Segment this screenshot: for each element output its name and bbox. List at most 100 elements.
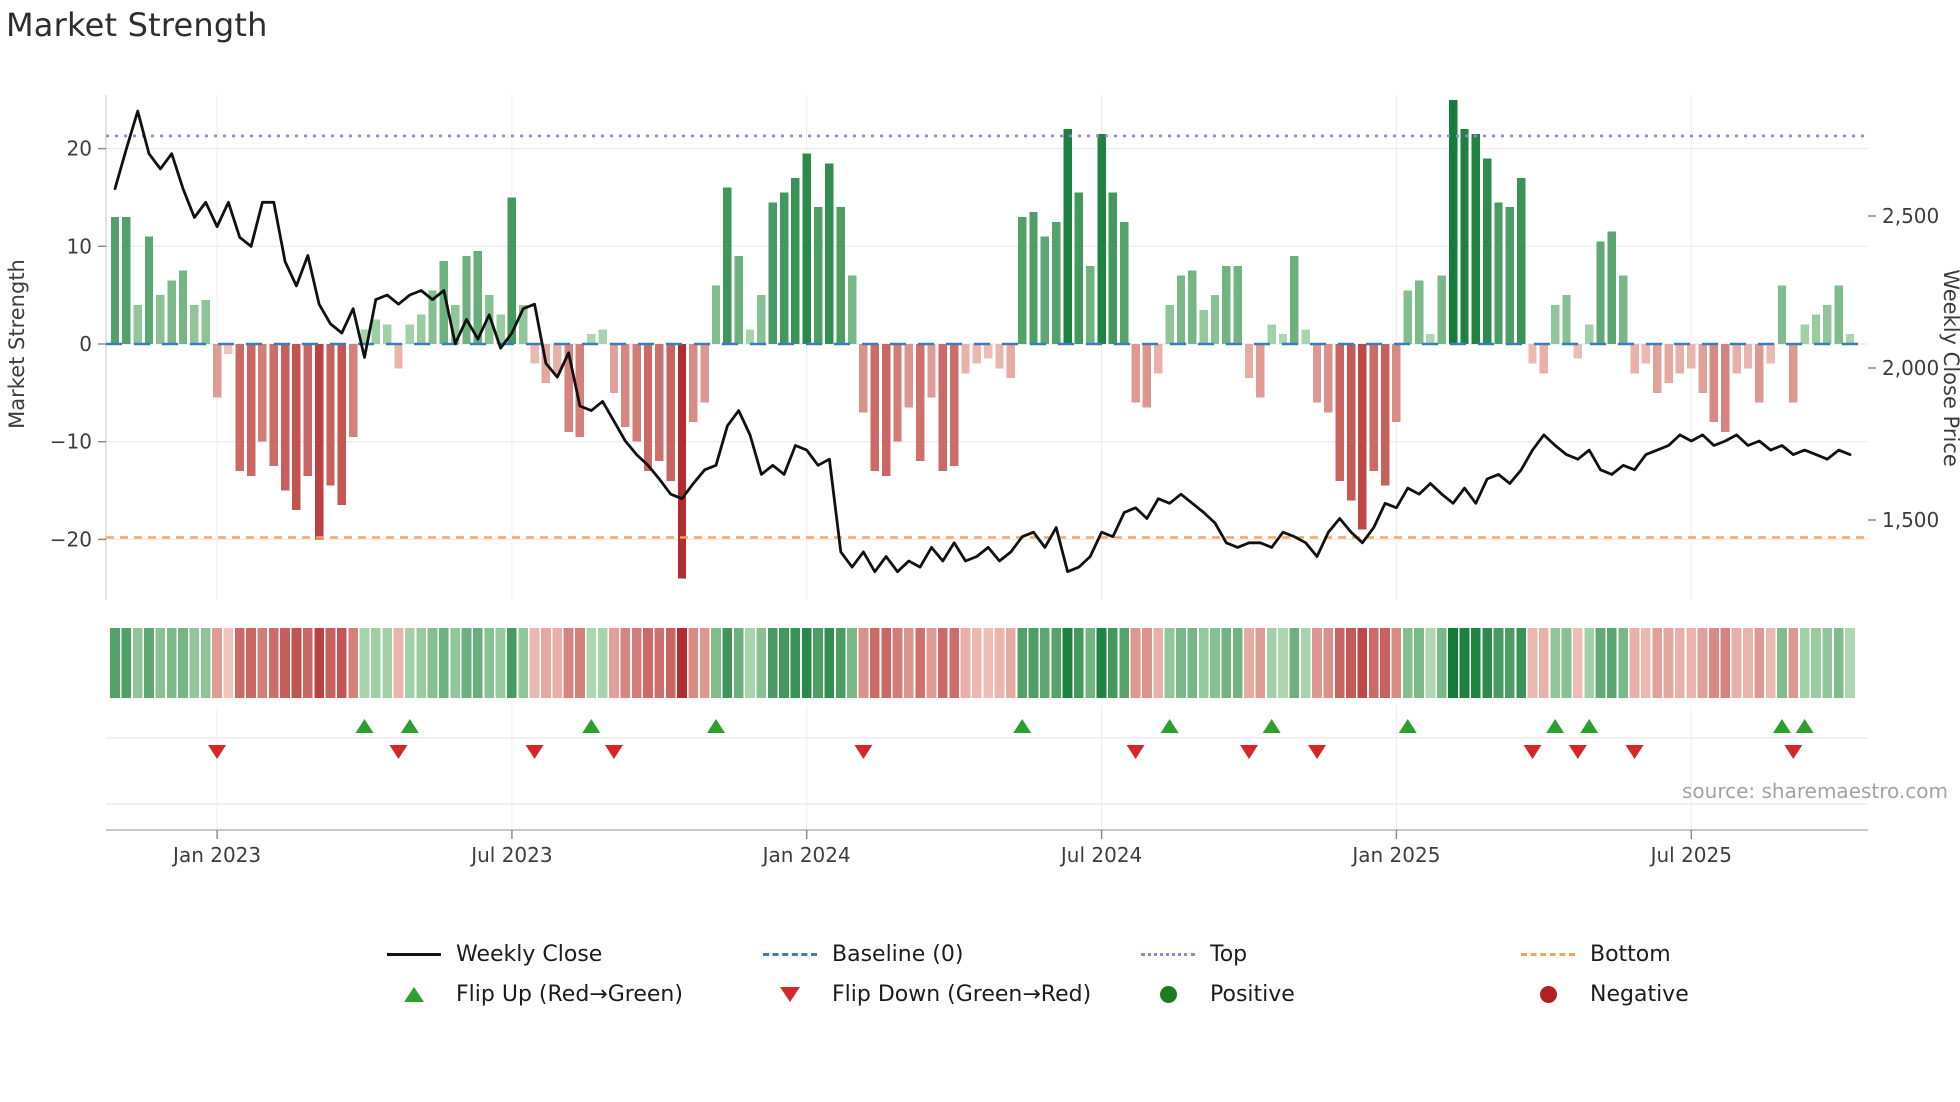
strength-bar <box>167 280 176 344</box>
strength-bar <box>485 295 494 344</box>
strength-bar <box>1789 344 1798 403</box>
strength-bar <box>1006 344 1016 379</box>
heatmap-cell <box>1017 628 1027 698</box>
strength-bar <box>1176 275 1186 344</box>
strength-bar <box>881 344 891 476</box>
strength-bar <box>1256 344 1265 398</box>
strength-bar <box>1834 285 1843 344</box>
heatmap-cell <box>302 628 313 698</box>
heatmap-cell <box>597 628 608 698</box>
strength-bar <box>1573 344 1583 359</box>
strength-bar <box>1018 217 1027 344</box>
strength-bar <box>383 324 392 344</box>
heatmap-cell <box>835 628 846 698</box>
heatmap-cell <box>1391 628 1402 698</box>
heatmap-cell <box>665 628 676 698</box>
flip-down-marker <box>1784 745 1803 759</box>
heatmap-cell <box>1595 628 1606 698</box>
strength-bar <box>904 344 913 408</box>
strength-bar <box>1585 324 1594 344</box>
strength-bar <box>496 314 505 344</box>
strength-bar <box>1324 344 1333 413</box>
heatmap-cell <box>1539 628 1549 698</box>
heatmap-cell <box>1833 628 1844 698</box>
heatmap-cell <box>370 628 381 698</box>
strength-bar <box>224 344 233 354</box>
heatmap-cell <box>393 628 404 698</box>
left-tick-label: 10 <box>67 234 92 258</box>
heatmap-cell <box>1334 628 1345 698</box>
heatmap-cell <box>257 628 268 698</box>
heatmap-cell <box>1822 628 1833 698</box>
heatmap-cell <box>1096 628 1107 698</box>
strength-bar <box>1290 256 1299 344</box>
strength-bar <box>133 304 142 344</box>
strength-bar <box>1471 133 1480 344</box>
heatmap-cell <box>1663 628 1674 698</box>
strength-bar <box>1743 344 1753 369</box>
strength-bar <box>768 202 777 344</box>
triangle-down-icon <box>762 986 818 1002</box>
heatmap-cell <box>983 628 993 698</box>
strength-bar <box>1426 334 1435 344</box>
strength-bar <box>689 344 698 423</box>
strength-bar <box>507 197 517 344</box>
strength-bar <box>1811 314 1821 344</box>
legend-item-flip-up-red-green: Flip Up (Red→Green) <box>386 976 683 1012</box>
legend-item-top: Top <box>1140 936 1247 972</box>
strength-bar <box>655 344 664 462</box>
heatmap-cell <box>212 628 222 698</box>
strength-bar <box>1267 324 1276 344</box>
heatmap-cell <box>892 628 903 698</box>
flip-down-marker <box>1625 745 1644 759</box>
heatmap-cell <box>1641 628 1651 698</box>
flip-up-marker <box>1398 719 1417 733</box>
strength-bar <box>1562 295 1571 344</box>
heatmap-cell <box>1176 628 1186 698</box>
heatmap-cell <box>926 628 937 698</box>
heatmap-cell <box>461 628 472 698</box>
x-tick-label: Jan 2024 <box>761 843 851 867</box>
strength-bar <box>258 344 267 442</box>
legend-label: Flip Up (Red→Green) <box>456 981 683 1007</box>
heatmap-cell <box>767 628 778 698</box>
right-tick-label: 1,500 <box>1882 508 1939 532</box>
strength-bar <box>575 344 585 437</box>
heatmap-cell <box>234 628 245 698</box>
heatmap-cell <box>1187 628 1198 698</box>
positive-circle-icon <box>1140 985 1196 1003</box>
strength-bar <box>984 344 993 359</box>
heatmap-cell <box>178 628 188 698</box>
strength-bar <box>1698 344 1707 393</box>
strength-bar <box>519 304 528 344</box>
strength-bar <box>836 207 845 344</box>
heatmap-cell <box>1414 628 1424 698</box>
strength-bar <box>303 344 312 476</box>
strength-bar <box>609 344 619 393</box>
heatmap-cell <box>1074 628 1084 698</box>
right-axis-label: Weekly Close Price <box>1939 269 1960 467</box>
strength-bar <box>1845 334 1855 344</box>
heatmap-cell <box>1198 628 1209 698</box>
x-tick-label: Jan 2025 <box>1350 843 1440 867</box>
strength-bar <box>1358 344 1367 530</box>
heatmap-cell <box>280 628 290 698</box>
legend-label: Positive <box>1210 981 1295 1007</box>
strength-bar <box>1403 290 1412 344</box>
heatmap-cell <box>484 628 494 698</box>
heatmap-cell <box>1731 628 1742 698</box>
heatmap-cell <box>450 628 460 698</box>
heatmap-cell <box>858 628 869 698</box>
heatmap-cell <box>779 628 789 698</box>
flip-up-marker <box>1013 719 1032 733</box>
heatmap-cell <box>427 628 438 698</box>
flip-up-marker <box>1795 719 1814 733</box>
heatmap-cell <box>1550 628 1560 698</box>
negative-circle-icon <box>1520 985 1576 1003</box>
strength-bar <box>314 344 324 540</box>
heatmap-cell <box>1300 628 1311 698</box>
strength-bar <box>1142 344 1152 408</box>
heatmap-cell <box>529 628 540 698</box>
chart-title: Market Strength <box>6 6 268 44</box>
strength-bar <box>1392 344 1401 423</box>
